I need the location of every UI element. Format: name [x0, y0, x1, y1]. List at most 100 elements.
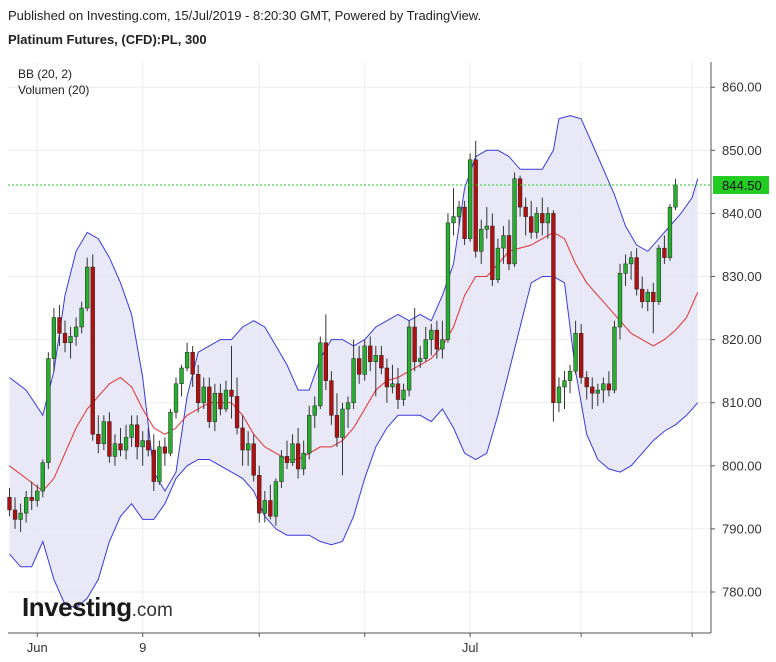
candle-body-down: [229, 389, 234, 397]
candle: [240, 415, 245, 466]
logo-suffix: .com: [131, 600, 173, 621]
candle-body-up: [479, 228, 484, 252]
candle: [223, 380, 229, 413]
candle-body-up: [556, 386, 562, 403]
candle: [595, 383, 600, 406]
candle-body-up: [123, 437, 129, 451]
candle-body-down: [268, 500, 273, 517]
candle-body-up: [390, 383, 395, 388]
x-tick-label: Jun: [27, 640, 48, 655]
candle: [601, 377, 606, 403]
candle: [85, 257, 90, 312]
candle: [418, 345, 423, 369]
candle: [351, 339, 356, 410]
candle: [590, 377, 595, 410]
candle-body-down: [506, 235, 512, 265]
candle: [162, 437, 168, 466]
candle: [107, 412, 112, 463]
candle-body-up: [373, 355, 378, 362]
candle: [623, 254, 628, 286]
candle-body-down: [551, 213, 556, 403]
candle: [218, 383, 223, 416]
candle: [118, 427, 123, 457]
candle: [462, 200, 467, 245]
candle: [451, 188, 456, 236]
candle: [135, 415, 140, 460]
candle-body-down: [251, 443, 256, 476]
candle-body-down: [540, 213, 545, 224]
candle-body-up: [612, 326, 617, 391]
candle-body-down: [357, 358, 362, 375]
candle-body-up: [51, 317, 57, 359]
candle-body-up: [157, 446, 162, 482]
candle-body-up: [645, 292, 650, 303]
candle: [357, 345, 362, 384]
candle: [101, 415, 106, 451]
candle-body-up: [79, 307, 84, 328]
candle: [307, 405, 312, 460]
candle: [62, 320, 68, 353]
candle-body-down: [90, 266, 95, 435]
candle: [151, 434, 156, 492]
candle-body-up: [129, 424, 134, 438]
candle-body-up: [85, 266, 90, 309]
candle: [401, 383, 406, 406]
candle: [662, 235, 667, 264]
candle: [268, 484, 273, 520]
candle-body-up: [445, 222, 451, 340]
candle-body-down: [62, 333, 68, 344]
candle-body-down: [162, 446, 168, 454]
candle: [362, 339, 367, 381]
volume-indicator-label[interactable]: Volumen (20): [18, 83, 90, 97]
candle: [640, 276, 645, 309]
candle-body-up: [545, 213, 551, 224]
candle-body-up: [673, 184, 678, 208]
candle-body-up: [301, 452, 306, 470]
candle: [73, 317, 79, 346]
candle: [207, 377, 212, 428]
candle: [68, 326, 73, 359]
candle-body-up: [351, 358, 356, 403]
candle: [190, 345, 195, 387]
candle-body-up: [362, 345, 367, 375]
candle: [628, 251, 634, 280]
candle: [96, 415, 101, 454]
candle-body-up: [628, 257, 634, 265]
bollinger-basis-line: [9, 231, 699, 492]
candle: [445, 213, 451, 343]
candle-body-up: [567, 370, 573, 381]
candle: [212, 383, 217, 432]
candle: [384, 358, 390, 403]
candlesticks: [7, 140, 678, 533]
candle-body-down: [334, 415, 340, 438]
candle-body-up: [534, 213, 539, 233]
candle: [523, 197, 528, 236]
candle-body-up: [223, 389, 229, 410]
candle-body-up: [212, 392, 217, 422]
candle: [79, 301, 84, 334]
candle: [529, 200, 534, 239]
candle-body-down: [640, 288, 645, 303]
candle: [290, 434, 295, 466]
candle-body-up: [468, 159, 473, 239]
candle: [556, 377, 562, 413]
candle-body-down: [490, 225, 495, 280]
candle-body-down: [135, 424, 140, 448]
candle: [567, 364, 573, 394]
y-tick-label: 830.00: [722, 269, 762, 284]
candle: [35, 484, 40, 507]
candle: [184, 342, 190, 372]
candle: [329, 371, 334, 425]
candle-body-down: [295, 443, 301, 470]
candle: [612, 320, 617, 394]
candle: [168, 409, 173, 457]
candle: [318, 336, 323, 410]
candle: [273, 478, 279, 526]
candle: [562, 371, 567, 410]
candle-body-down: [57, 317, 62, 334]
candle-body-up: [307, 415, 312, 454]
candle: [617, 263, 623, 340]
bollinger-indicator-label[interactable]: BB (20, 2): [18, 67, 73, 81]
candle: [262, 491, 267, 523]
